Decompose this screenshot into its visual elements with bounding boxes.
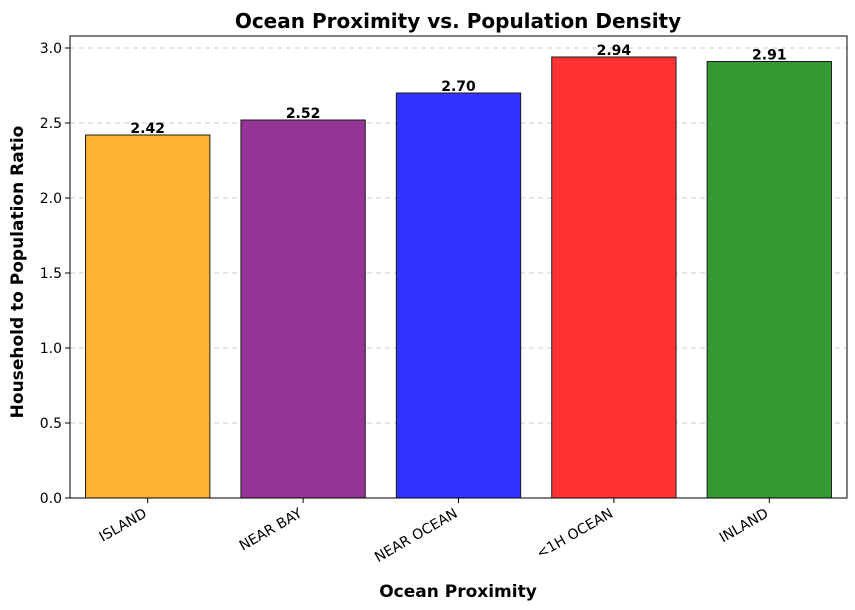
bar bbox=[395, 92, 522, 499]
x-axis-label: Ocean Proximity bbox=[379, 582, 537, 602]
bar bbox=[240, 119, 366, 499]
bar bbox=[85, 134, 211, 499]
bar-value-label: 2.94 bbox=[597, 43, 632, 59]
x-tick-label: NEAR OCEAN bbox=[372, 506, 460, 566]
data-labels: 2.42 2.52 2.70 2.94 2.91 bbox=[130, 43, 786, 137]
y-tick-label: 0.5 bbox=[40, 416, 62, 432]
bar-value-label: 2.52 bbox=[286, 106, 321, 122]
y-tick-label: 3.0 bbox=[40, 41, 62, 57]
bar-value-label: 2.91 bbox=[752, 48, 787, 64]
y-tick-label: 2.5 bbox=[40, 116, 62, 132]
y-tick-label: 1.0 bbox=[40, 341, 62, 357]
bar-value-label: 2.42 bbox=[130, 121, 165, 137]
x-axis-ticks: ISLAND NEAR BAY NEAR OCEAN <1H OCEAN INLAND bbox=[97, 498, 771, 566]
chart-title: Ocean Proximity vs. Population Density bbox=[235, 9, 681, 33]
x-tick-label: ISLAND bbox=[97, 506, 150, 546]
y-tick-label: 1.5 bbox=[40, 266, 62, 282]
y-axis-ticks: 0.0 0.5 1.0 1.5 2.0 2.5 3.0 bbox=[40, 41, 70, 507]
bar bbox=[706, 61, 832, 499]
y-axis-label: Household to Population Ratio bbox=[8, 126, 28, 419]
x-tick-label: INLAND bbox=[717, 506, 771, 547]
x-tick-label: NEAR BAY bbox=[237, 505, 306, 554]
bar bbox=[551, 56, 677, 499]
y-tick-label: 2.0 bbox=[40, 191, 62, 207]
bars bbox=[85, 56, 832, 499]
bar-value-label: 2.70 bbox=[441, 79, 476, 95]
x-tick-label: <1H OCEAN bbox=[534, 506, 616, 563]
y-tick-label: 0.0 bbox=[40, 491, 62, 507]
